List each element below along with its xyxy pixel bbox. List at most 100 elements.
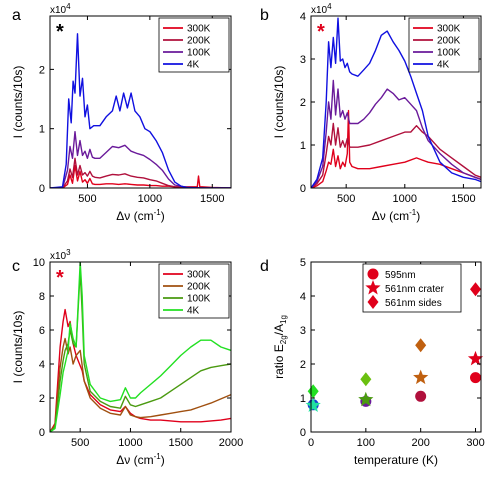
series-line-300K	[50, 308, 231, 432]
axes-frame	[310, 261, 482, 433]
y-tick-label: 1	[300, 140, 306, 152]
panel-c: c 500 1000 1500 2000 0 2 4 6 8 10 x103 * Δν (cm-1) I (…	[11, 248, 243, 467]
multiplier-base: x10	[50, 5, 67, 16]
y-tick-label: 4	[39, 359, 45, 371]
y-label-sub2: 1g	[279, 315, 288, 324]
x-label-main: Δν (cm	[116, 453, 153, 467]
x-tick-label: 1000	[118, 437, 142, 449]
y-label-main: I (counts/10s)	[11, 311, 25, 384]
y-label-mid: /A	[272, 324, 286, 335]
legend-marker-star	[365, 280, 381, 295]
legend-label: 300K	[437, 24, 461, 35]
panel-label: b	[260, 7, 269, 24]
x-label-sup: -1	[154, 208, 162, 217]
axis-multiplier: x103	[50, 248, 71, 262]
point-diamond-200K	[415, 338, 427, 353]
x-label-tail: )	[416, 209, 420, 223]
y-axis-label: I (counts/10s)	[11, 66, 25, 139]
series-line-4K	[50, 33, 231, 188]
x-tick-label: 1000	[138, 193, 162, 205]
y-tick-label: 10	[33, 257, 45, 269]
y-tick-label: 5	[300, 257, 306, 269]
y-tick-label: 2	[39, 64, 45, 76]
series-group	[311, 17, 481, 188]
panel-label: c	[12, 258, 20, 275]
legend-label: 300K	[187, 270, 211, 281]
legend-marker-diamond	[367, 295, 379, 309]
y-tick-label: 1	[300, 393, 306, 405]
point-circle-300K	[470, 372, 482, 384]
legend-label: 200K	[437, 36, 461, 47]
x-tick-label: 1500	[168, 437, 192, 449]
legend-label: 200K	[187, 282, 211, 293]
axis-multiplier: x104	[311, 2, 332, 16]
point-diamond-100K	[360, 372, 372, 387]
point-circle-200K	[415, 390, 427, 402]
legend-label: 100K	[187, 48, 211, 59]
significance-asterisk: *	[56, 21, 64, 43]
y-tick-label: 2	[39, 393, 45, 405]
y-tick-label: 3	[300, 325, 306, 337]
legend-box	[158, 17, 230, 73]
x-tick-label: 1500	[200, 193, 224, 205]
series-line-4K	[50, 262, 231, 432]
legend-label: 561nm crater	[385, 284, 445, 295]
x-label-main: Δν (cm	[116, 209, 153, 223]
panel-a: a 500 1000 1500 0 1 2 x104 * Δν (cm-1) I (counts/1…	[11, 2, 232, 223]
legend-label: 561nm sides	[385, 298, 442, 309]
point-star-300K	[467, 350, 484, 366]
series-group	[50, 33, 231, 188]
legend-label: 4K	[437, 60, 450, 71]
multiplier-exponent: 4	[66, 2, 71, 11]
x-label-sup: -1	[154, 452, 162, 461]
y-tick-label: 2	[300, 97, 306, 109]
x-axis-label: temperature (K)	[354, 453, 438, 467]
legend-marker-circle	[367, 268, 379, 280]
y-label-main: I (counts/10s)	[11, 66, 25, 139]
x-label-main: temperature (K)	[354, 453, 438, 467]
y-tick-label: 1	[39, 124, 45, 136]
x-tick-label: 0	[308, 437, 314, 449]
y-label-main: ratio E	[272, 344, 286, 379]
series-line-4K	[311, 17, 481, 188]
panel-label: d	[260, 258, 269, 275]
series-line-100K	[50, 269, 231, 432]
x-tick-label: 500	[78, 193, 96, 205]
x-tick-label: 500	[71, 437, 89, 449]
panel-d: d 0 100 200 300 0 1 2 3 4 5 temperature (K) ratio E2…	[260, 257, 485, 467]
legend-box	[362, 263, 462, 313]
multiplier-exponent: 4	[327, 2, 332, 11]
series-line-200K	[50, 157, 231, 188]
x-tick-label: 300	[466, 437, 484, 449]
x-label-main: Δν (cm	[372, 209, 409, 223]
point-diamond-300K	[470, 282, 482, 297]
axes-frame	[49, 15, 232, 189]
multiplier-base: x10	[50, 251, 67, 262]
legend-label: 200K	[187, 36, 211, 47]
point-star-4K	[305, 397, 321, 412]
y-label-sub1: 2g	[279, 335, 288, 344]
legend-label: 595nm	[385, 270, 416, 281]
multiplier-base: x10	[311, 5, 328, 16]
point-star-100K	[358, 391, 374, 407]
x-tick-label: 500	[337, 193, 355, 205]
legend-box	[408, 17, 480, 73]
x-tick-label: 100	[357, 437, 375, 449]
y-axis-label: I (counts/10s)	[11, 311, 25, 384]
series-line-100K	[50, 131, 231, 188]
y-tick-label: 6	[39, 325, 45, 337]
y-axis-label: ratio E2g/A1g	[272, 315, 288, 379]
x-tick-label: 1500	[451, 193, 475, 205]
axes-frame	[49, 261, 232, 433]
y-tick-label: 0	[300, 427, 306, 439]
legend-label: 100K	[187, 294, 211, 305]
x-axis-label: Δν (cm-1)	[372, 208, 420, 223]
point-diamond-4K	[307, 384, 319, 399]
legend-label: 4K	[187, 60, 200, 71]
series-line-100K	[311, 79, 481, 188]
series-group	[305, 282, 484, 412]
